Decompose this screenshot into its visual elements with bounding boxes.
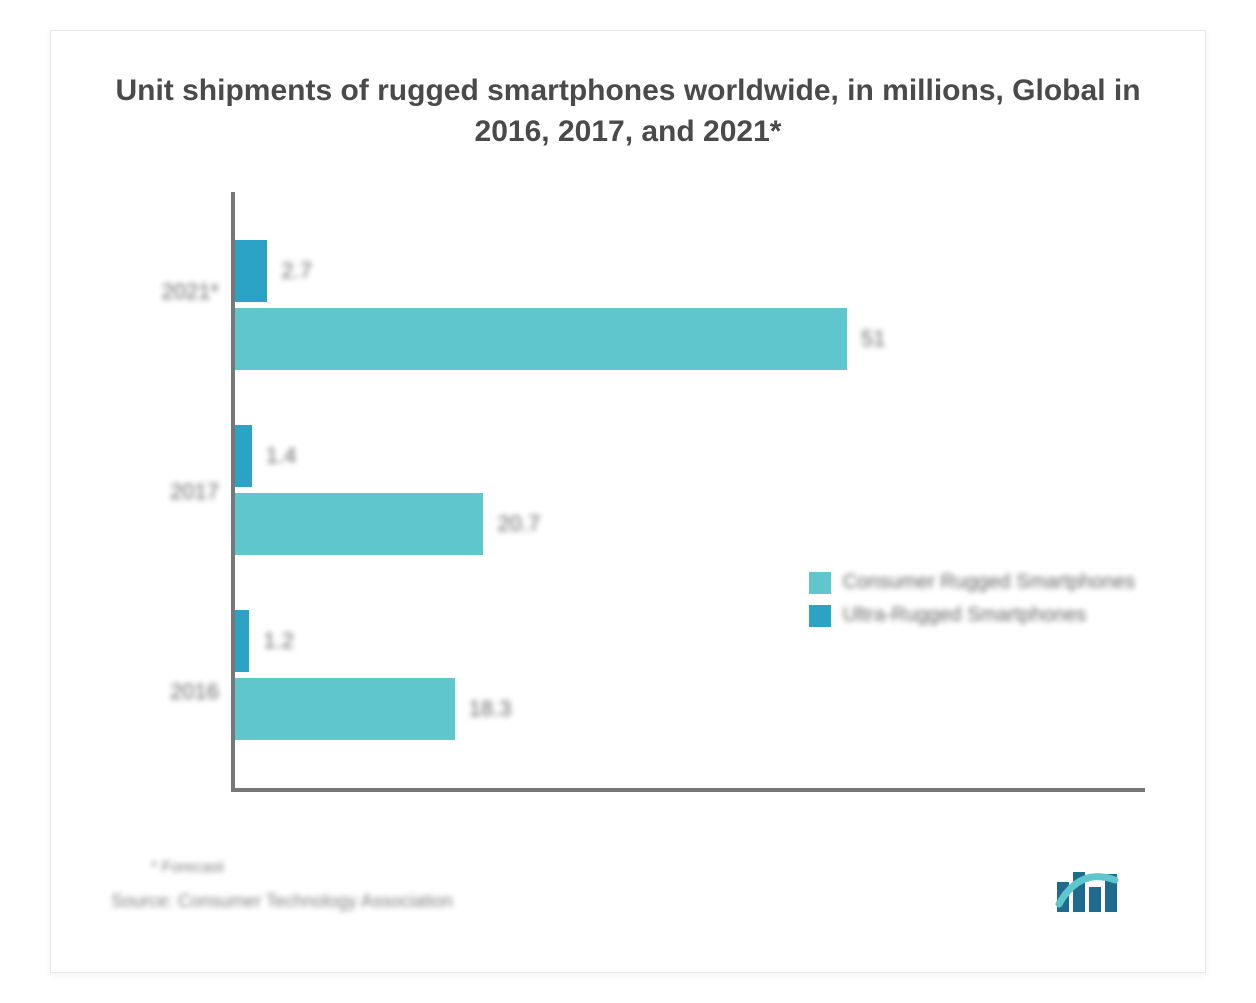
bar-group-1: 1.4 20.7: [235, 425, 1145, 555]
footnote: * Forecast: [151, 859, 224, 877]
chart-title: Unit shipments of rugged smartphones wor…: [111, 71, 1145, 152]
bar-row: 51: [235, 308, 1145, 370]
bar-group-2: 1.2 18.3: [235, 610, 1145, 740]
legend-label-1: Ultra-Rugged Smartphones: [843, 604, 1086, 627]
chart-container: Unit shipments of rugged smartphones wor…: [50, 30, 1206, 973]
bar-consumer-2: [235, 678, 455, 740]
bar-ultra-1: [235, 425, 252, 487]
y-label-0: 2021*: [161, 192, 219, 392]
y-label-2: 2016: [170, 592, 219, 792]
bar-ultra-0: [235, 240, 267, 302]
bar-value-consumer-1: 20.7: [497, 511, 540, 537]
logo-icon: [1055, 862, 1135, 917]
bar-value-consumer-0: 51: [861, 326, 885, 352]
bar-consumer-1: [235, 493, 483, 555]
legend-item-1: Ultra-Rugged Smartphones: [809, 604, 1135, 627]
legend-item-0: Consumer Rugged Smartphones: [809, 571, 1135, 594]
bars-region: 2.7 51 1.4 20.7: [231, 192, 1145, 792]
bar-consumer-0: [235, 308, 847, 370]
bar-row: 1.4: [235, 425, 1145, 487]
bar-row: 18.3: [235, 678, 1145, 740]
bar-value-consumer-2: 18.3: [469, 696, 512, 722]
legend: Consumer Rugged Smartphones Ultra-Rugged…: [809, 571, 1135, 627]
legend-label-0: Consumer Rugged Smartphones: [843, 571, 1135, 594]
legend-swatch-1: [809, 605, 831, 627]
legend-swatch-0: [809, 572, 831, 594]
bar-value-ultra-1: 1.4: [266, 443, 297, 469]
bar-value-ultra-0: 2.7: [281, 258, 312, 284]
y-axis: 2021* 2017 2016: [151, 192, 231, 792]
bar-ultra-2: [235, 610, 249, 672]
plot-area: 2021* 2017 2016 2.7 51 1.4: [151, 192, 1145, 792]
bar-value-ultra-2: 1.2: [263, 628, 294, 654]
bar-row: 20.7: [235, 493, 1145, 555]
bar-group-0: 2.7 51: [235, 240, 1145, 370]
y-label-1: 2017: [170, 392, 219, 592]
bar-row: 2.7: [235, 240, 1145, 302]
source: Source: Consumer Technology Association: [111, 891, 453, 912]
